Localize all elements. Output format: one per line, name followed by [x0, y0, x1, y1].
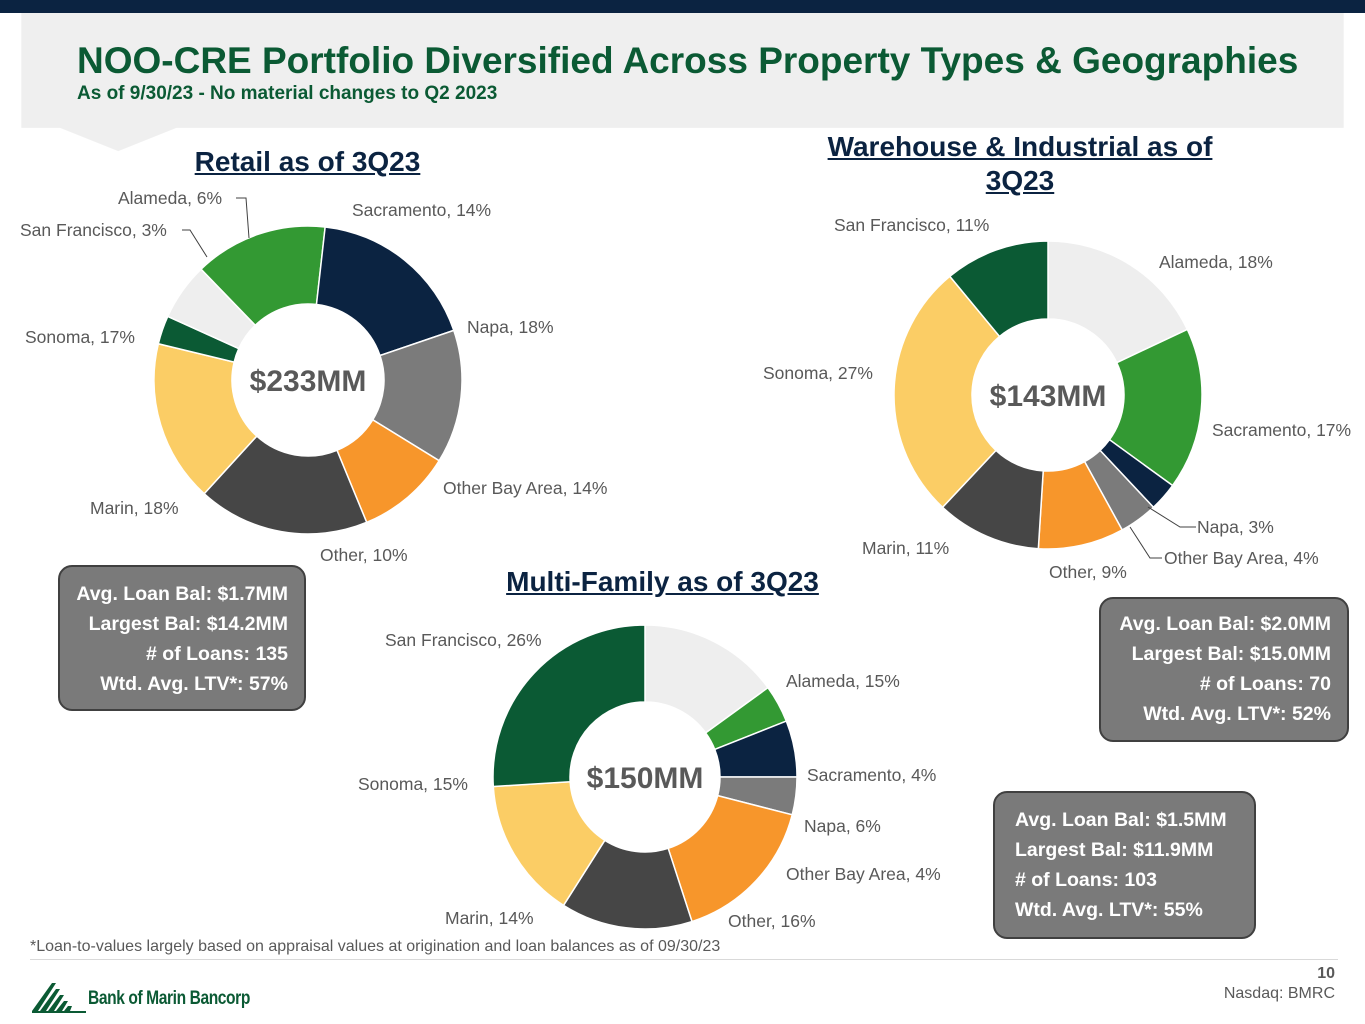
page-subtitle: As of 9/30/23 - No material changes to Q…	[77, 83, 498, 104]
warehouse-avg-loan-bal: Avg. Loan Bal: $2.0MM	[1119, 613, 1331, 635]
multifamily-wtd-ltv: Wtd. Avg. LTV*: 55%	[1015, 899, 1203, 921]
retail-label-napa: Napa, 18%	[467, 317, 554, 337]
retail-center-total: $233MM	[250, 365, 367, 398]
footer-divider	[30, 959, 1338, 960]
warehouse-label-alameda: Alameda, 18%	[1159, 252, 1273, 272]
retail-label-marin: Marin, 18%	[90, 498, 179, 518]
retail-avg-loan-bal: Avg. Loan Bal: $1.7MM	[76, 583, 288, 605]
multifamily-chart-title: Multi-Family as of 3Q23	[506, 566, 819, 597]
bank-logo-text: Bank of Marin Bancorp	[88, 988, 250, 1009]
multifamily-largest-bal: Largest Bal: $11.9MM	[1015, 839, 1214, 861]
ltv-footnote: *Loan-to-values largely based on apprais…	[30, 938, 721, 955]
page-title: NOO-CRE Portfolio Diversified Across Pro…	[77, 40, 1299, 81]
header-band	[21, 12, 1344, 152]
label-leader-line	[1147, 506, 1196, 528]
retail-label-other-bay-area: Other Bay Area, 14%	[443, 478, 608, 498]
multifamily-label-alameda: Alameda, 15%	[786, 671, 900, 691]
retail-label-sacramento: Sacramento, 14%	[352, 200, 492, 220]
warehouse-chart-title: Warehouse & Industrial as of 3Q23	[827, 131, 1213, 196]
retail-wtd-ltv: Wtd. Avg. LTV*: 57%	[100, 673, 288, 695]
label-leader-line	[236, 197, 250, 239]
multifamily-slice-san-francisco	[492, 624, 646, 788]
retail-chart-title: Retail as of 3Q23	[194, 146, 421, 177]
warehouse-label-marin: Marin, 11%	[862, 538, 950, 558]
multifamily-label-marin: Marin, 14%	[445, 908, 534, 928]
warehouse-slice-sonoma	[893, 275, 1001, 509]
warehouse-label-sonoma: Sonoma, 27%	[763, 363, 873, 383]
warehouse-wtd-ltv: Wtd. Avg. LTV*: 52%	[1143, 703, 1331, 725]
warehouse-center-total: $143MM	[990, 380, 1107, 413]
label-leader-line	[182, 229, 208, 258]
warehouse-label-sacramento: Sacramento, 17%	[1212, 420, 1352, 440]
warehouse-label-napa: Napa, 3%	[1197, 517, 1274, 537]
ticker-symbol: Nasdaq: BMRC	[1223, 985, 1335, 1002]
multifamily-center-total: $150MM	[587, 762, 704, 795]
page-number: 10	[1317, 965, 1335, 982]
retail-loan-count: # of Loans: 135	[146, 643, 288, 665]
warehouse-slice-alameda	[1047, 240, 1189, 364]
label-leader-line	[1129, 526, 1162, 559]
multifamily-stats-box: Avg. Loan Bal: $1.5MM Largest Bal: $11.9…	[993, 791, 1256, 939]
multifamily-label-other-bay-area: Other Bay Area, 4%	[786, 864, 941, 884]
warehouse-label-other-bay-area: Other Bay Area, 4%	[1164, 548, 1319, 568]
retail-slice-marin	[203, 435, 368, 535]
retail-largest-bal: Largest Bal: $14.2MM	[88, 613, 288, 635]
multifamily-loan-count: # of Loans: 103	[1015, 869, 1157, 891]
top-navy-bar	[0, 0, 1365, 13]
retail-stats-box: Avg. Loan Bal: $1.7MM Largest Bal: $14.2…	[58, 565, 306, 711]
warehouse-stats-box: Avg. Loan Bal: $2.0MM Largest Bal: $15.0…	[1099, 597, 1349, 742]
retail-slice-napa	[315, 226, 455, 357]
multifamily-label-sonoma: Sonoma, 15%	[358, 774, 468, 794]
retail-label-sonoma: Sonoma, 17%	[25, 327, 135, 347]
warehouse-slice-san-francisco	[948, 240, 1049, 338]
warehouse-label-san-francisco: San Francisco, 11%	[834, 215, 990, 235]
multifamily-label-other: Other, 16%	[728, 911, 816, 931]
warehouse-loan-count: # of Loans: 70	[1199, 673, 1331, 695]
multifamily-avg-loan-bal: Avg. Loan Bal: $1.5MM	[1015, 809, 1227, 831]
multifamily-label-napa: Napa, 6%	[804, 816, 881, 836]
multifamily-slice-other	[667, 794, 794, 923]
warehouse-label-other: Other, 9%	[1049, 562, 1127, 582]
multifamily-label-san-francisco: San Francisco, 26%	[385, 630, 542, 650]
bank-logo-mark-icon	[32, 983, 86, 1013]
retail-label-other: Other, 10%	[320, 545, 408, 565]
retail-label-alameda: Alameda, 6%	[118, 188, 223, 208]
retail-slice-alameda	[166, 268, 257, 350]
retail-label-san-francisco: San Francisco, 3%	[20, 220, 167, 240]
warehouse-largest-bal: Largest Bal: $15.0MM	[1131, 643, 1331, 665]
multifamily-label-sacramento: Sacramento, 4%	[807, 765, 937, 785]
